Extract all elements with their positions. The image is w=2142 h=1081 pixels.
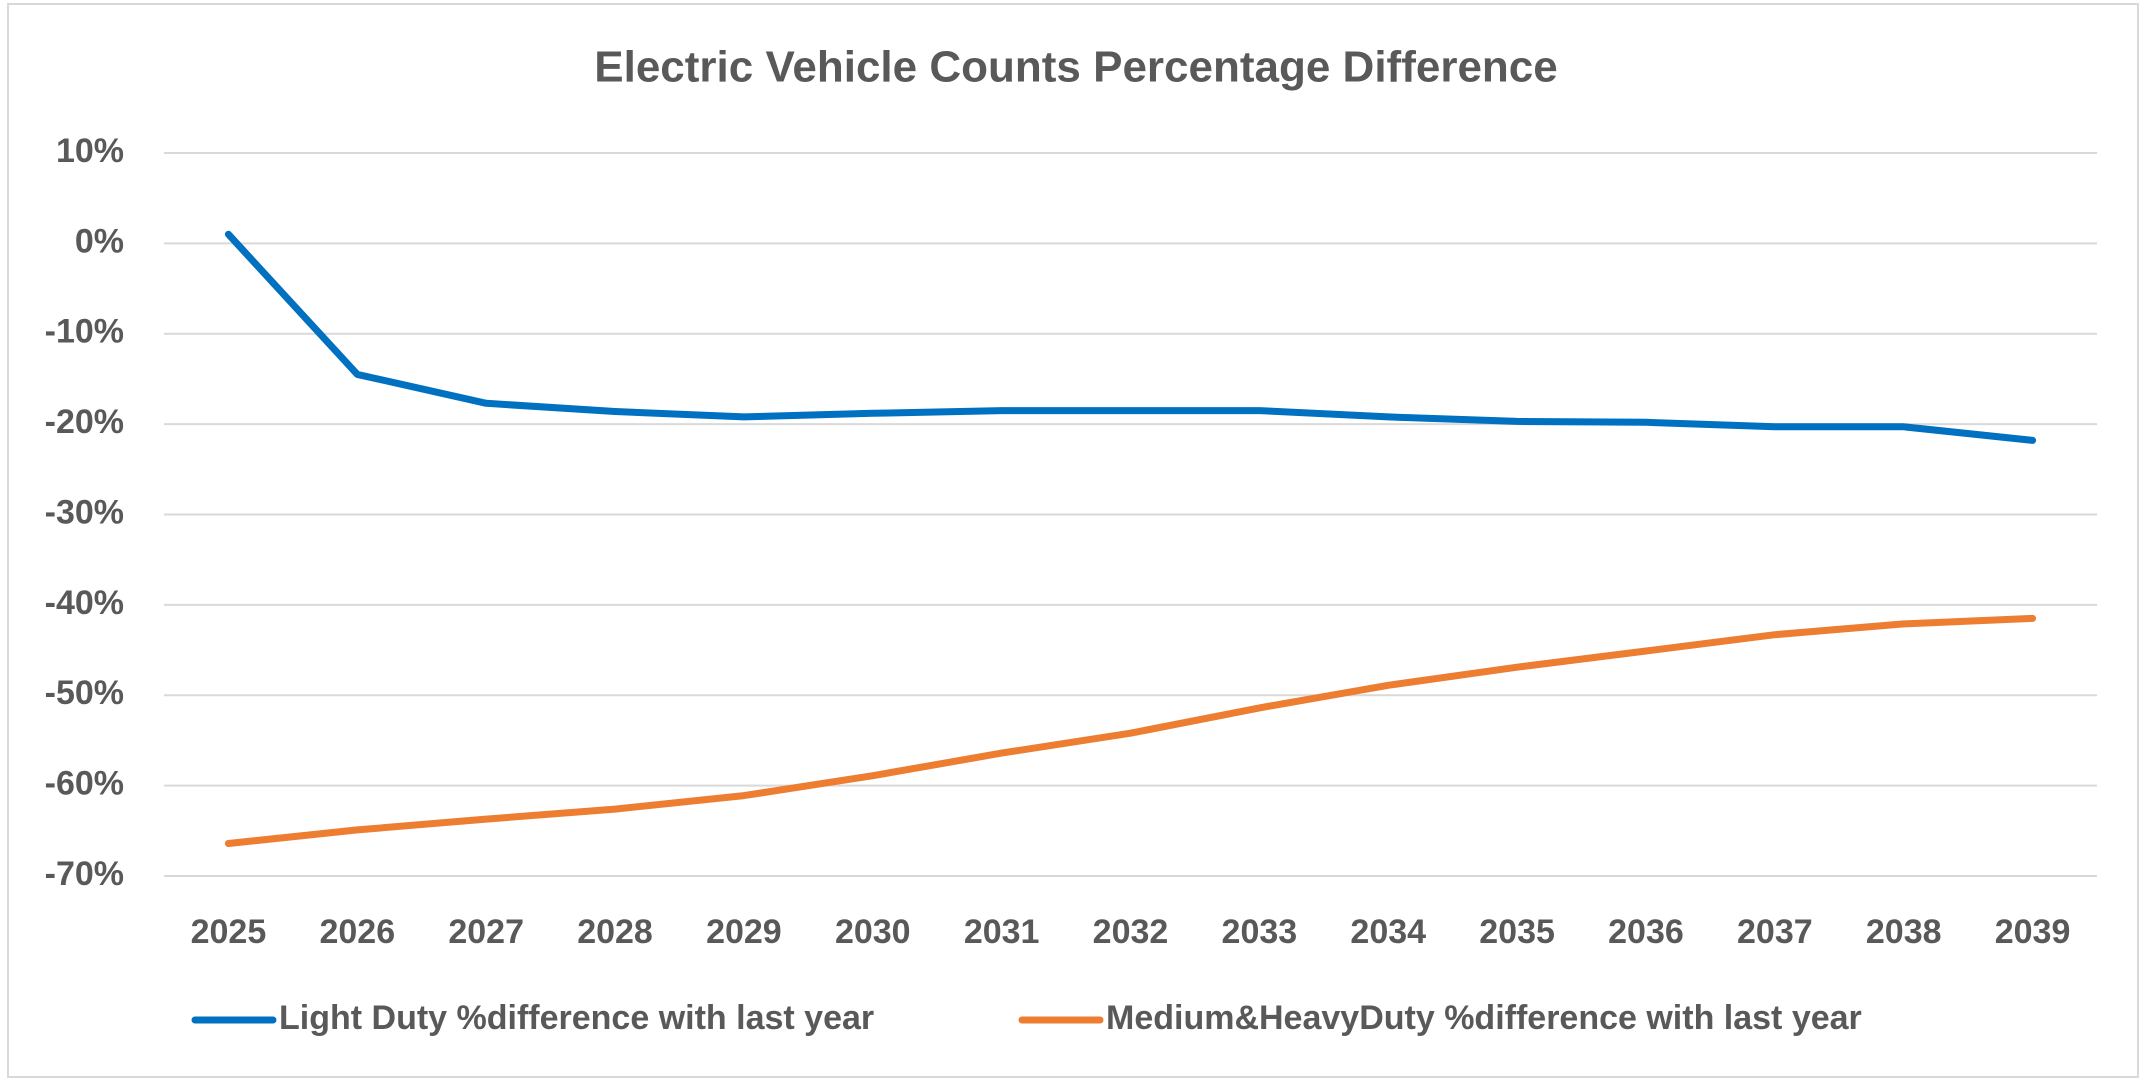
x-tick-label: 2029 — [706, 913, 782, 951]
y-tick-label: -30% — [45, 493, 124, 531]
y-tick-label: 0% — [75, 222, 124, 260]
x-tick-label: 2036 — [1608, 913, 1684, 951]
series-line — [224, 230, 2037, 444]
x-tick-label: 2030 — [835, 913, 911, 951]
chart-border — [7, 3, 2139, 1078]
x-tick-label: 2027 — [448, 913, 524, 951]
x-tick-label: 2028 — [577, 913, 653, 951]
x-tick-label: 2026 — [319, 913, 395, 951]
y-tick-label: 10% — [56, 132, 124, 170]
x-tick-label: 2032 — [1093, 913, 1169, 951]
y-tick-label: -40% — [45, 584, 124, 622]
x-tick-label: 2025 — [191, 913, 267, 951]
x-tick-label: 2037 — [1737, 913, 1813, 951]
x-tick-label: 2035 — [1479, 913, 1555, 951]
y-tick-label: -70% — [45, 855, 124, 893]
y-tick-label: -20% — [45, 403, 124, 441]
x-tick-label: 2039 — [1995, 913, 2071, 951]
x-tick-label: 2038 — [1866, 913, 1942, 951]
y-tick-label: -50% — [45, 674, 124, 712]
legend-label: Light Duty %difference with last year — [279, 999, 874, 1037]
series-line — [224, 614, 2037, 847]
y-tick-label: -60% — [45, 765, 124, 803]
y-tick-label: -10% — [45, 313, 124, 351]
x-tick-label: 2034 — [1350, 913, 1426, 951]
x-tick-label: 2031 — [964, 913, 1040, 951]
chart-title: Electric Vehicle Counts Percentage Diffe… — [594, 43, 1558, 92]
x-tick-label: 2033 — [1222, 913, 1298, 951]
legend-label: Medium&HeavyDuty %difference with last y… — [1106, 999, 1862, 1037]
